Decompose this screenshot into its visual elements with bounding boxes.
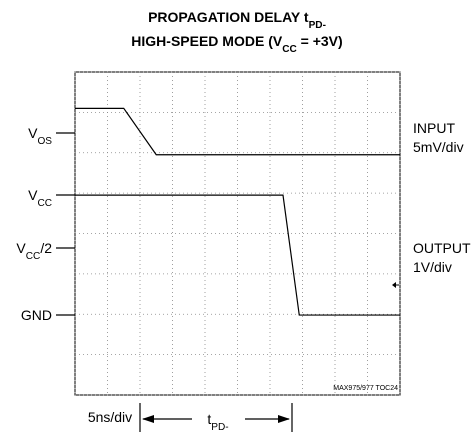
level-label-part: CC — [37, 198, 52, 209]
level-label-part: CC — [26, 251, 41, 262]
interval-label-part: t — [207, 411, 211, 427]
interval-label-part: PD- — [211, 422, 228, 433]
level-label-part: OS — [37, 136, 52, 147]
level-label: VCC — [28, 187, 52, 209]
level-label: VOS — [28, 125, 52, 147]
chart-title-part: PD- — [309, 20, 326, 31]
level-label-part: V — [16, 240, 26, 256]
level-label-part: V — [28, 187, 38, 203]
interval-arrow — [139, 403, 293, 432]
level-label-part: V — [28, 125, 38, 141]
interval-label: tPD- — [207, 411, 228, 433]
chart-title: HIGH-SPEED MODE (VCC = +3V) — [131, 33, 342, 55]
chart-title-part: CC — [282, 44, 297, 55]
chart-title-part: HIGH-SPEED MODE (V — [131, 33, 283, 49]
level-label-part: /2 — [40, 240, 52, 256]
chart-title: PROPAGATION DELAY tPD- — [148, 9, 326, 31]
series-scale: 1V/div — [413, 259, 452, 275]
trace — [75, 107, 400, 156]
series-name: INPUT — [413, 120, 455, 136]
trace — [75, 194, 400, 316]
chart-title-part: PROPAGATION DELAY t — [148, 9, 309, 25]
series-scale: 5mV/div — [413, 139, 464, 155]
chart-title-part: = +3V) — [297, 33, 343, 49]
level-label: GND — [21, 307, 52, 323]
time-scale: 5ns/div — [88, 409, 132, 425]
level-label-part: GND — [21, 307, 52, 323]
note: MAX975/977 TOC24 — [333, 385, 398, 392]
output-marker — [392, 282, 399, 288]
series-name: OUTPUT — [413, 240, 471, 256]
level-label: VCC/2 — [16, 240, 52, 262]
